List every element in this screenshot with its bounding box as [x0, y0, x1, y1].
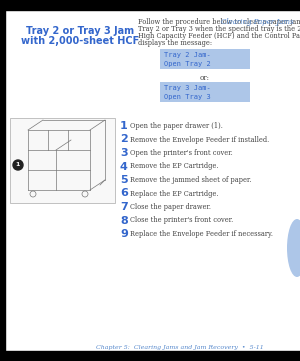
Text: Replace the Envelope Feeder if necessary.: Replace the Envelope Feeder if necessary…: [130, 230, 273, 238]
Bar: [10, 118, 115, 203]
Text: Clearing Paper Jams: Clearing Paper Jams: [221, 18, 294, 26]
Text: or:: or:: [200, 74, 210, 82]
Text: Tray 2 or Tray 3 Jam: Tray 2 or Tray 3 Jam: [26, 26, 134, 36]
Text: Follow the procedure below to clear a paper jam from: Follow the procedure below to clear a pa…: [138, 18, 300, 26]
Text: Replace the EP Cartridge.: Replace the EP Cartridge.: [130, 190, 218, 197]
Text: 7: 7: [120, 202, 128, 212]
Text: High Capacity Feeder (HCF) and the Control Panel: High Capacity Feeder (HCF) and the Contr…: [138, 32, 300, 40]
Ellipse shape: [287, 219, 300, 277]
Text: Open the paper drawer (1).: Open the paper drawer (1).: [130, 122, 223, 130]
Text: Tray 2 Jam-
Open Tray 2: Tray 2 Jam- Open Tray 2: [164, 52, 211, 67]
Text: Close the printer's front cover.: Close the printer's front cover.: [130, 217, 233, 225]
Text: Close the paper drawer.: Close the paper drawer.: [130, 203, 211, 211]
Text: 9: 9: [120, 229, 128, 239]
Bar: [0, 0, 5, 361]
Text: 1: 1: [16, 162, 20, 168]
Text: with 2,000-sheet HCF: with 2,000-sheet HCF: [21, 36, 139, 46]
Text: 6: 6: [120, 188, 128, 199]
Text: Chapter 5:  Clearing Jams and Jam Recovery  •  5-11: Chapter 5: Clearing Jams and Jam Recover…: [96, 345, 264, 350]
Circle shape: [13, 160, 23, 170]
Text: displays the message:: displays the message:: [138, 39, 212, 47]
Text: 8: 8: [120, 216, 128, 226]
FancyBboxPatch shape: [160, 49, 250, 69]
Text: 3: 3: [120, 148, 127, 158]
Text: Tray 3 Jam-
Open Tray 3: Tray 3 Jam- Open Tray 3: [164, 85, 211, 100]
FancyBboxPatch shape: [160, 82, 250, 102]
Text: Tray 2 or Tray 3 when the specified tray is the 2,000-sheet: Tray 2 or Tray 3 when the specified tray…: [138, 25, 300, 33]
Text: 4: 4: [120, 161, 128, 171]
Bar: [0, 0, 300, 10]
Bar: [0, 351, 300, 361]
Text: 2: 2: [120, 135, 128, 144]
Text: 1: 1: [120, 121, 128, 131]
Text: Remove the jammed sheet of paper.: Remove the jammed sheet of paper.: [130, 176, 251, 184]
Text: Open the printer's front cover.: Open the printer's front cover.: [130, 149, 233, 157]
Text: Remove the Envelope Feeder if installed.: Remove the Envelope Feeder if installed.: [130, 135, 269, 144]
Text: 5: 5: [120, 175, 127, 185]
Text: Remove the EP Cartridge.: Remove the EP Cartridge.: [130, 162, 218, 170]
